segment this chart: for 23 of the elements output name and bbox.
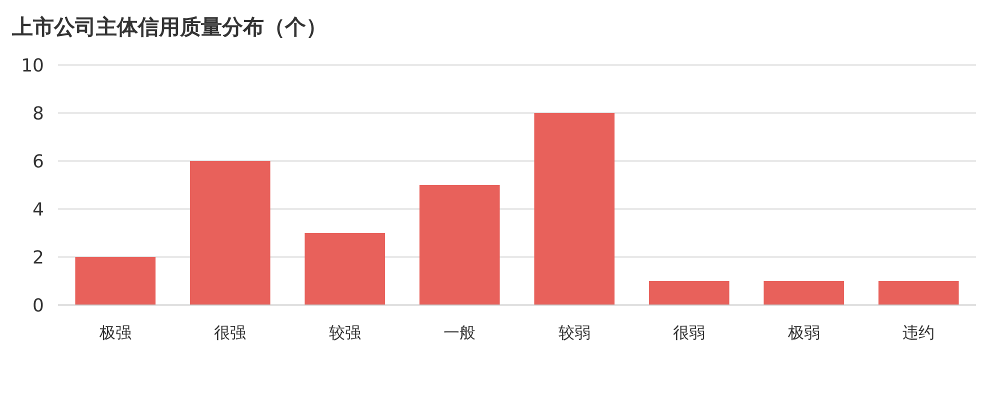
x-tick-label: 较弱 <box>558 323 590 342</box>
bar <box>534 113 615 305</box>
x-tick-label: 极弱 <box>786 323 820 342</box>
bar <box>764 281 844 305</box>
y-tick-label: 8 <box>32 103 44 124</box>
chart-title: 上市公司主体信用质量分布（个） <box>11 15 327 39</box>
y-tick-label: 6 <box>32 151 44 172</box>
bar <box>648 281 730 305</box>
y-tick-label: 10 <box>21 55 44 76</box>
bar <box>878 281 959 305</box>
bar <box>304 233 386 305</box>
y-tick-label: 2 <box>32 247 44 268</box>
y-tick-label: 0 <box>32 295 44 316</box>
bar <box>75 257 156 305</box>
x-tick-label: 极强 <box>98 323 132 342</box>
x-tick-label: 一般 <box>444 323 476 342</box>
x-tick-label: 很弱 <box>673 323 706 342</box>
bar <box>419 185 500 305</box>
x-tick-label: 违约 <box>902 323 935 342</box>
bar <box>190 161 270 305</box>
x-tick-label: 较强 <box>328 323 361 342</box>
x-tick-label: 很强 <box>214 323 246 342</box>
y-tick-label: 4 <box>32 199 44 220</box>
